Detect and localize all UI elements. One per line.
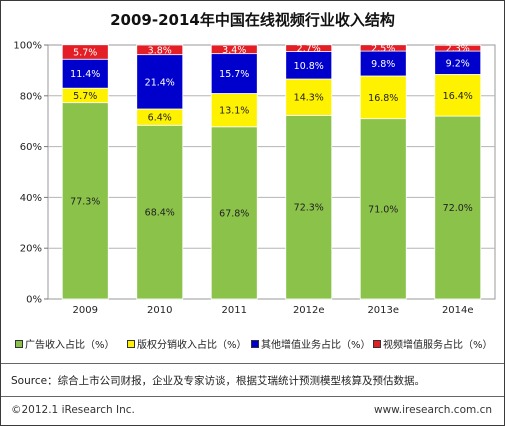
bar-segment <box>210 126 258 300</box>
data-label: 10.8% <box>294 61 324 72</box>
website-link[interactable]: www.iresearch.com.cn <box>373 404 492 416</box>
data-label: 2.5% <box>371 43 395 54</box>
data-label: 16.8% <box>368 93 398 104</box>
data-label: 72.3% <box>294 203 324 214</box>
footer-divider <box>1 396 504 397</box>
legend-label: 其他增值业务占比（%） <box>261 340 371 351</box>
data-label: 3.4% <box>222 45 246 56</box>
bar-segment <box>285 78 333 116</box>
y-tick-label: 0% <box>26 295 42 306</box>
data-label: 15.7% <box>219 69 249 80</box>
stacked-bar-chart: 0% 20% 40% 60% 80% 100% 77.3% 5.7% 11.4% 5.7% 2009… <box>13 41 496 316</box>
legend-label: 广告收入占比（%） <box>25 340 115 351</box>
data-label: 6.4% <box>148 113 172 124</box>
legend-label: 视频增值服务占比（%） <box>383 340 493 351</box>
legend-swatch <box>15 339 23 348</box>
legend-label: 版权分销收入占比（%） <box>137 340 247 351</box>
bar-segment <box>359 75 407 120</box>
bar-segment <box>285 51 333 80</box>
y-tick-label: 40% <box>20 193 42 204</box>
bar-segment <box>359 50 407 77</box>
bar-segment <box>285 114 333 300</box>
chart-title: 2009-2014年中国在线视频行业收入结构 <box>110 11 395 29</box>
x-tick-label: 2010 <box>147 305 172 316</box>
bar-segment <box>359 118 407 300</box>
y-tick-label: 60% <box>20 142 42 153</box>
y-tick-label: 20% <box>20 244 42 255</box>
data-label: 13.1% <box>219 106 249 117</box>
y-tick-label: 80% <box>20 91 42 102</box>
copyright-text: ©2012.1 iResearch Inc. <box>11 404 135 416</box>
source-note: Source：综合上市公司财报，企业及专家访谈，根据艾瑞统计预测模型核算及预估数… <box>11 375 426 387</box>
bar-segment <box>285 44 333 53</box>
data-label: 67.8% <box>219 208 249 219</box>
plot-area <box>47 44 496 300</box>
bar-segment <box>136 54 184 110</box>
legend-item: 其他增值业务占比（%） <box>251 336 371 351</box>
data-label: 5.7% <box>73 91 97 102</box>
data-label: 68.4% <box>145 208 175 219</box>
bar-segment <box>136 44 184 56</box>
bar-segment <box>61 102 109 300</box>
data-label: 77.3% <box>70 196 100 207</box>
data-label: 11.4% <box>70 69 100 80</box>
data-label: 72.0% <box>443 203 473 214</box>
bar-segment <box>210 44 258 55</box>
legend-item: 版权分销收入占比（%） <box>127 336 247 351</box>
x-tick-label: 2011 <box>222 305 247 316</box>
x-tick-label: 2014e <box>442 305 474 316</box>
bar-segment <box>210 93 258 128</box>
source-divider <box>1 363 504 364</box>
data-label: 3.8% <box>148 45 172 56</box>
data-label: 16.4% <box>443 91 473 102</box>
data-label: 2.7% <box>297 44 321 55</box>
bar-segment <box>434 44 482 52</box>
bar-segment <box>359 44 407 52</box>
data-label: 5.7% <box>73 47 97 58</box>
data-label: 71.0% <box>368 204 398 215</box>
y-tick-label: 100% <box>13 41 42 52</box>
data-label: 14.3% <box>294 93 324 104</box>
bar-segment <box>136 124 184 300</box>
legend-swatch <box>127 339 135 348</box>
legend-swatch <box>251 339 259 348</box>
data-label: 21.4% <box>145 77 175 88</box>
x-tick-label: 2009 <box>73 305 98 316</box>
data-label: 2.3% <box>446 44 470 55</box>
bar-segment <box>61 44 109 60</box>
legend-swatch <box>373 339 381 348</box>
x-tick-label: 2013e <box>367 305 399 316</box>
chart-legend: 广告收入占比（%） 版权分销收入占比（%） 其他增值业务占比（%） 视频增值服务占比（… <box>15 336 505 352</box>
x-tick-label: 2012e <box>293 305 325 316</box>
legend-item: 广告收入占比（%） <box>15 336 115 351</box>
data-label: 9.8% <box>371 59 395 70</box>
legend-item: 视频增值服务占比（%） <box>373 336 493 351</box>
data-label: 9.2% <box>446 58 470 69</box>
